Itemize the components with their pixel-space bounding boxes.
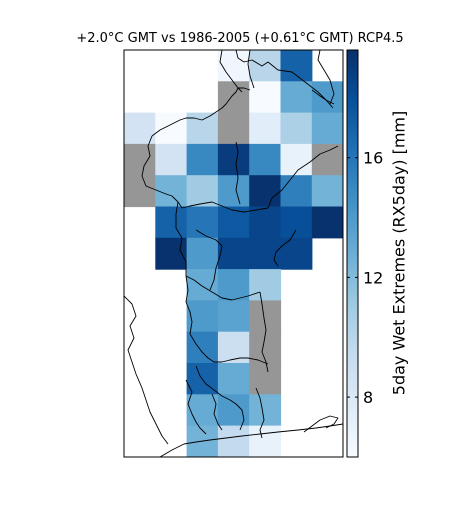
grid-cell [217, 456, 250, 457]
map-title: +2.0°C GMT vs 1986-2005 (+0.61°C GMT) RC… [76, 31, 404, 46]
grid-cell-missing [249, 363, 282, 395]
grid-cell-missing [217, 112, 250, 145]
border-north-1 [219, 50, 243, 93]
grid-cell [186, 456, 219, 457]
grid-cell [217, 237, 250, 270]
border-d [175, 201, 187, 276]
grid-cell-missing [217, 81, 250, 114]
grid-cell [311, 206, 343, 239]
grid-cell [280, 237, 313, 270]
border-j [189, 333, 269, 365]
grid-cell [186, 175, 219, 208]
grid-cell [186, 394, 219, 427]
grid-cell [217, 206, 250, 239]
border-l [185, 379, 207, 435]
grid-cell [249, 425, 282, 457]
grid-cell [249, 206, 282, 239]
coastline-south [159, 423, 343, 457]
grid-cell-missing [124, 143, 156, 176]
grid-cell [186, 300, 219, 333]
border-north-2 [247, 50, 255, 89]
border-west-mid [141, 135, 183, 209]
grid-cell [311, 81, 343, 114]
border-e [185, 275, 261, 301]
grid-cell [186, 269, 219, 301]
coastline-bay [303, 415, 339, 433]
grid-cell [311, 112, 343, 145]
border-west-upper [151, 87, 251, 137]
country-borders [124, 50, 343, 457]
border-k [195, 365, 245, 431]
grid-cell [249, 143, 282, 176]
grid-cell-missing [311, 143, 343, 176]
border-n [255, 387, 265, 439]
grid-cells [124, 50, 343, 457]
colorbar-tick-label: 12 [363, 268, 383, 287]
border-h [185, 275, 193, 335]
grid-cell [217, 425, 250, 457]
grid-cell [217, 175, 250, 208]
border-f [273, 229, 297, 267]
grid-cell [155, 175, 188, 208]
map-frame [123, 49, 344, 458]
grid-cell [280, 175, 313, 208]
border-a [181, 201, 269, 213]
grid-cell [249, 269, 282, 301]
grid-cell [217, 394, 250, 427]
coastline-north [235, 50, 335, 109]
grid-cell [280, 143, 313, 176]
grid-cell [186, 112, 219, 145]
grid-cell [249, 81, 282, 114]
grid-cell-missing [124, 175, 156, 208]
colorbar-ticks: 8 12 16 [347, 149, 383, 407]
grid-cell [249, 237, 282, 270]
grid-cell [280, 112, 313, 145]
grid-cell [217, 269, 250, 301]
grid-cell [155, 237, 188, 270]
grid-cell [280, 50, 313, 82]
grid-cell [280, 206, 313, 239]
coastline-northeast [311, 89, 335, 105]
border-g [195, 229, 223, 291]
grid-cell [249, 175, 282, 208]
grid-cell [217, 363, 250, 395]
border-i [259, 291, 269, 373]
grid-cell [217, 300, 250, 333]
grid-cell [155, 143, 188, 176]
grid-cell [217, 50, 250, 82]
grid-cell [124, 112, 156, 145]
border-b [235, 141, 241, 205]
grid-cell [249, 112, 282, 145]
grid-cell [249, 394, 282, 427]
border-m [211, 393, 223, 431]
grid-cell [155, 206, 188, 239]
grid-cell [186, 143, 219, 176]
colorbar [346, 49, 359, 458]
colorbar-tick-label: 16 [363, 149, 383, 168]
grid-cell [249, 456, 282, 457]
border-west-land [124, 295, 169, 445]
colorbar-tick-label: 8 [363, 388, 373, 407]
grid-cell [280, 81, 313, 114]
grid-cell [217, 143, 250, 176]
grid-cell [311, 175, 343, 208]
grid-cell [186, 206, 219, 239]
grid-cell [186, 237, 219, 270]
grid-cell [155, 112, 188, 145]
colorbar-label: 5day Wet Extremes (RX5day) [mm] [389, 110, 409, 396]
grid-cell [249, 50, 282, 82]
border-c [267, 145, 339, 209]
